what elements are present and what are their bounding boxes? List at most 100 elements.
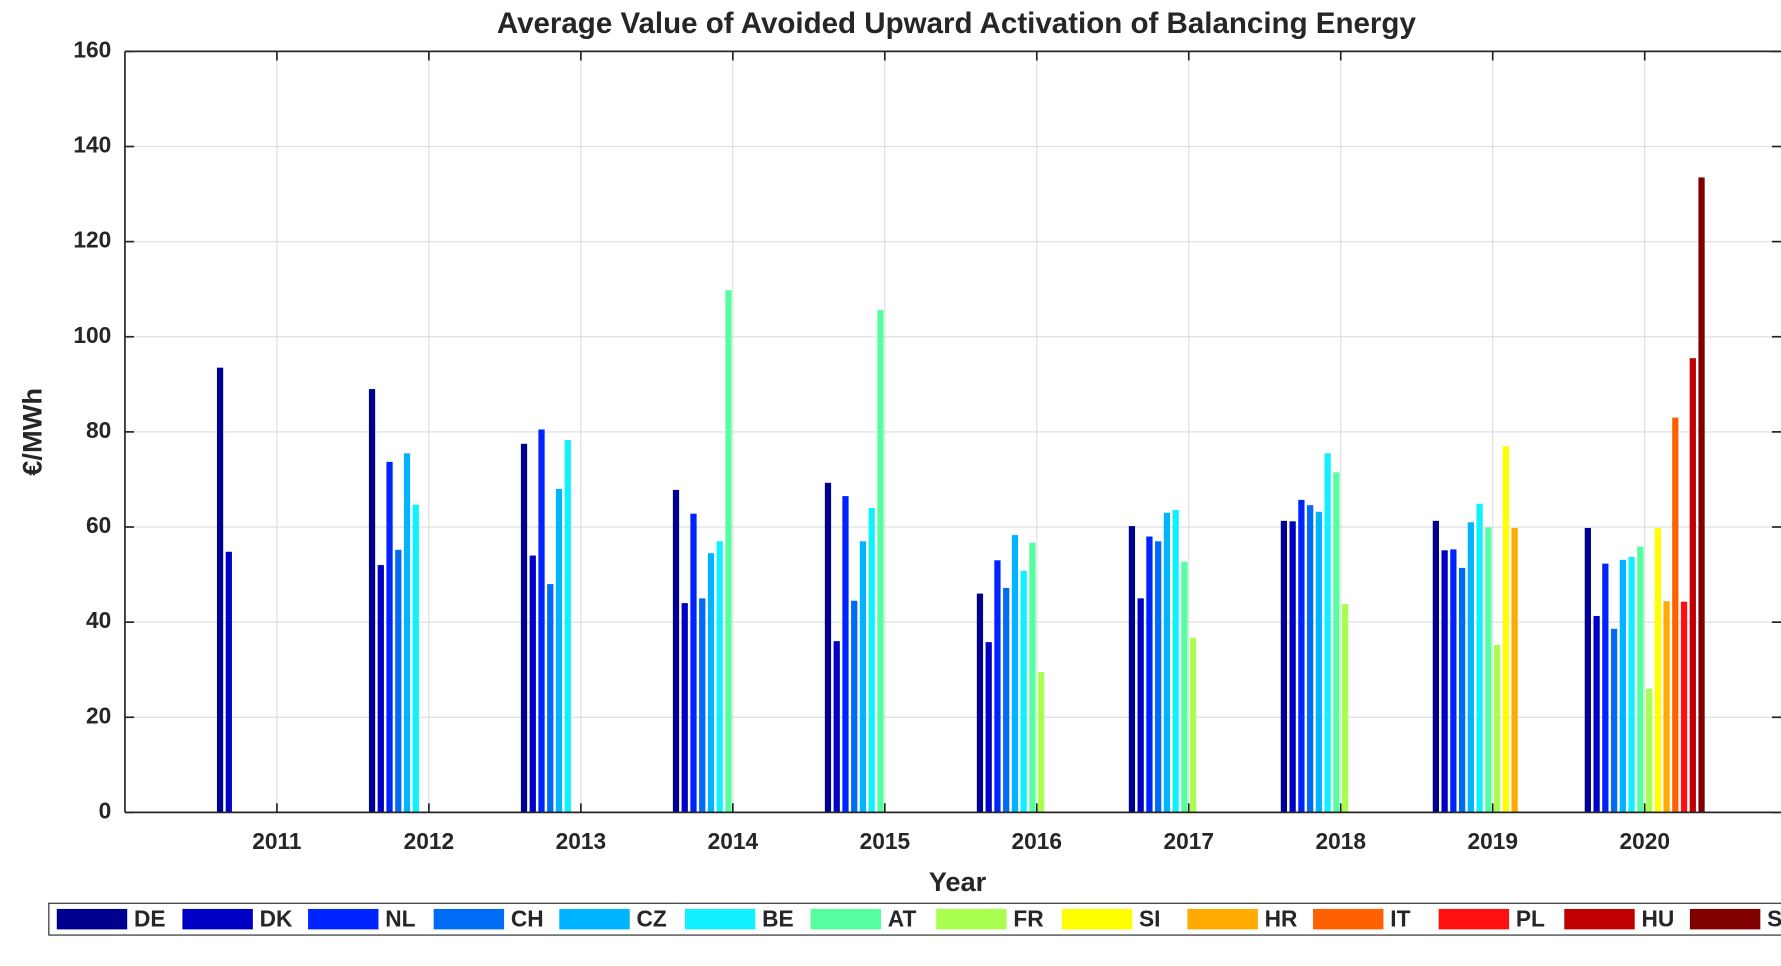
- bar: [520, 443, 528, 813]
- bar: [1628, 556, 1635, 813]
- legend-label: HU: [1642, 905, 1675, 931]
- bar: [1020, 570, 1027, 813]
- bar: [877, 310, 884, 813]
- x-tick-label: 2013: [556, 828, 607, 854]
- grid: [124, 50, 1781, 813]
- chart-title: Average Value of Avoided Upward Activati…: [497, 7, 1417, 40]
- bar: [859, 541, 867, 813]
- bar: [1511, 527, 1518, 813]
- bar: [1458, 567, 1466, 813]
- legend-swatch: [1061, 908, 1133, 930]
- y-tick-label: 20: [86, 702, 111, 728]
- bar: [1672, 417, 1679, 813]
- bar: [1298, 499, 1305, 813]
- bar: [1128, 526, 1136, 813]
- y-tick-label: 60: [86, 512, 111, 538]
- bar: [1038, 672, 1045, 813]
- legend-swatch: [308, 908, 379, 930]
- bar: [538, 429, 545, 813]
- y-tick-label: 100: [73, 322, 111, 348]
- bar: [1163, 512, 1171, 813]
- legend-label: DK: [260, 905, 293, 931]
- bar: [395, 549, 402, 813]
- legend-swatch: [1313, 908, 1384, 930]
- bar: [833, 641, 840, 813]
- legend-label: FR: [1013, 905, 1043, 931]
- legend-swatch: [182, 908, 253, 930]
- legend-label: AT: [888, 905, 917, 931]
- x-tick-label: 2015: [860, 828, 911, 854]
- legend-label: NL: [385, 905, 415, 931]
- x-tick-label: 2018: [1315, 828, 1366, 854]
- bar: [1137, 598, 1144, 813]
- legend-label: PL: [1516, 905, 1545, 931]
- bar: [1637, 546, 1644, 813]
- bar: [868, 507, 875, 813]
- bar: [1307, 505, 1314, 813]
- legend-label: CZ: [637, 905, 667, 931]
- bar: [1011, 535, 1019, 813]
- bar: [699, 598, 706, 813]
- bar: [1146, 536, 1153, 813]
- y-tick-label: 0: [99, 797, 112, 823]
- y-tick-label: 140: [73, 132, 111, 158]
- bar: [412, 504, 419, 813]
- legend-swatch: [1564, 908, 1635, 930]
- bar: [403, 453, 411, 813]
- legend-label: HR: [1265, 905, 1298, 931]
- bar: [851, 600, 858, 813]
- x-tick-label: 2019: [1467, 828, 1518, 854]
- bar: [1181, 561, 1188, 813]
- bar: [377, 565, 384, 813]
- legend-label: BE: [762, 905, 794, 931]
- y-tick-label: 160: [73, 36, 111, 62]
- bar: [1441, 550, 1448, 813]
- bar: [842, 496, 849, 813]
- y-tick-label: 80: [86, 417, 111, 443]
- legend-swatch: [1187, 908, 1258, 930]
- bar: [386, 461, 393, 813]
- bar: [1654, 527, 1661, 813]
- legend-swatch: [684, 908, 756, 930]
- bar: [529, 555, 536, 813]
- bar: [1619, 559, 1626, 813]
- bar: [1493, 644, 1501, 813]
- bar: [824, 482, 832, 813]
- x-tick-label: 2020: [1619, 828, 1670, 854]
- bar: [716, 541, 723, 813]
- bar: [225, 551, 232, 813]
- bar: [707, 553, 715, 813]
- bar: [564, 439, 571, 813]
- bar: [1689, 358, 1696, 813]
- legend-swatch: [810, 908, 881, 930]
- bar: [1680, 601, 1688, 813]
- bar: [1315, 511, 1323, 813]
- bar: [1280, 520, 1288, 813]
- bar: [1450, 549, 1457, 813]
- bar: [985, 642, 992, 813]
- legend-swatch: [1438, 908, 1510, 930]
- y-axis-label: €/MWh: [16, 388, 47, 476]
- x-tick-label: 2011: [252, 828, 301, 854]
- bar: [1324, 453, 1331, 813]
- bar: [368, 389, 376, 813]
- legend-label: SI: [1139, 905, 1160, 931]
- bar: [1172, 509, 1179, 813]
- bar: [547, 584, 554, 813]
- legend-swatch: [433, 908, 505, 930]
- x-tick-label: 2017: [1164, 828, 1215, 854]
- bar: [1029, 542, 1036, 813]
- bar: [1485, 527, 1492, 813]
- legend-label: IT: [1390, 905, 1410, 931]
- legend-swatch: [1689, 908, 1761, 930]
- bar: [555, 488, 563, 813]
- bar: [1602, 563, 1609, 813]
- bar: [994, 560, 1001, 813]
- bar: [1467, 522, 1474, 813]
- bar: [1663, 601, 1670, 813]
- bar: [1584, 527, 1591, 813]
- bar: [1476, 503, 1483, 813]
